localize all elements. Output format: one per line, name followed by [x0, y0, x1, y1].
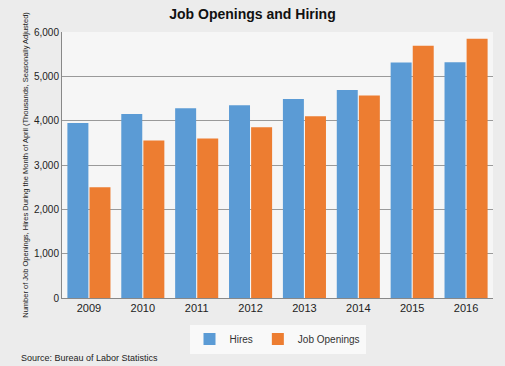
- svg-text:2014: 2014: [346, 302, 370, 314]
- svg-text:5,000: 5,000: [34, 71, 59, 82]
- svg-text:Job Openings: Job Openings: [298, 334, 360, 345]
- svg-text:Source: Bureau of Labor Statis: Source: Bureau of Labor Statistics: [21, 353, 158, 363]
- svg-text:0: 0: [53, 293, 59, 304]
- svg-text:6,000: 6,000: [34, 27, 59, 38]
- svg-text:2015: 2015: [400, 302, 424, 314]
- svg-text:1,000: 1,000: [34, 248, 59, 259]
- svg-text:2013: 2013: [292, 302, 316, 314]
- svg-text:Number of Job Openings, Hires: Number of Job Openings, Hires During the…: [21, 12, 30, 318]
- svg-text:Job Openings and Hiring: Job Openings and Hiring: [169, 6, 335, 22]
- svg-text:2009: 2009: [77, 302, 101, 314]
- svg-text:2012: 2012: [238, 302, 262, 314]
- svg-text:2010: 2010: [131, 302, 155, 314]
- svg-text:2011: 2011: [185, 302, 209, 314]
- svg-text:2016: 2016: [454, 302, 478, 314]
- svg-text:3,000: 3,000: [34, 160, 59, 171]
- svg-text:2,000: 2,000: [34, 204, 59, 215]
- svg-text:Hires: Hires: [230, 334, 253, 345]
- svg-text:4,000: 4,000: [34, 115, 59, 126]
